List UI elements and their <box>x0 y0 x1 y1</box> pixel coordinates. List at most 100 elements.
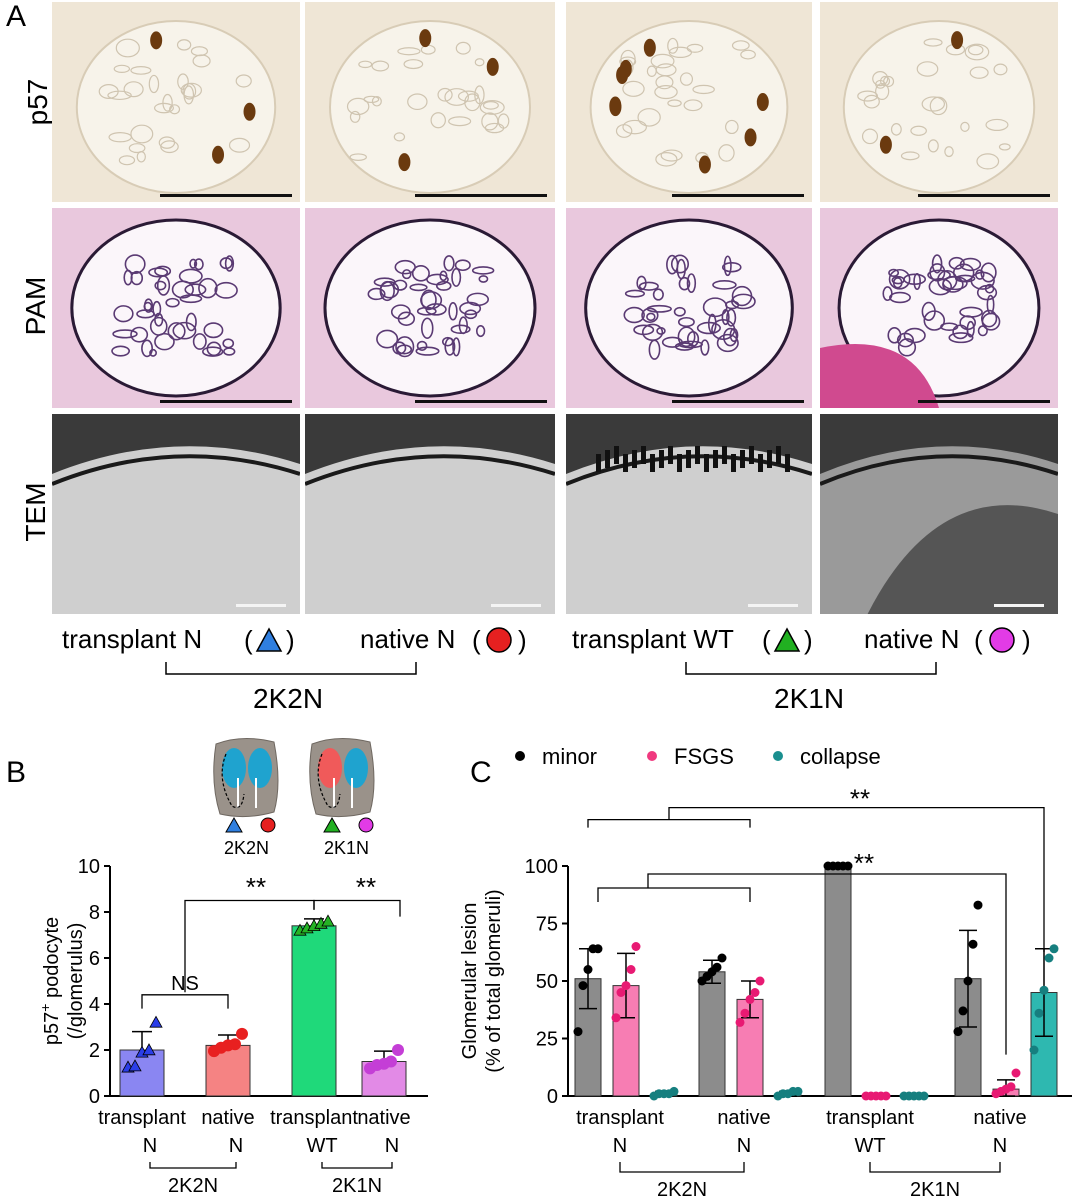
data-point <box>712 962 722 972</box>
group-label: 2K1N <box>332 1175 382 1196</box>
micrograph-pam-4 <box>820 208 1058 408</box>
legend-marker-transplant-wt: ( ) <box>762 625 812 655</box>
data-point <box>755 976 765 986</box>
y-tick-label: 10 <box>78 856 100 878</box>
kidney-schematics <box>213 738 375 833</box>
data-point <box>392 1044 404 1056</box>
y-axis-label: p57+ podocyte <box>37 917 63 1045</box>
data-point <box>843 861 853 871</box>
y-tick-label: 8 <box>89 902 100 924</box>
group-brackets-a <box>165 662 937 675</box>
x-tick-label: native <box>973 1107 1026 1129</box>
row-label-p57: p57 <box>22 78 53 126</box>
data-point <box>229 1038 241 1051</box>
data-point <box>616 988 626 997</box>
row-label-pam: PAM <box>20 276 51 336</box>
group-bracket <box>149 1162 237 1169</box>
panel-a-letter: A <box>6 0 27 33</box>
micrograph-pam-2 <box>305 208 555 408</box>
scale-bar <box>672 194 804 197</box>
x-tick-label: WT <box>306 1135 337 1157</box>
scale-bar <box>236 604 286 607</box>
x-tick-label: N <box>993 1135 1007 1157</box>
legend-label-transplant-wt: transplant WT <box>572 624 734 654</box>
legend-label: FSGS <box>674 744 734 769</box>
micrograph-tem-4 <box>820 414 1058 614</box>
sig-bracket <box>647 873 1007 1055</box>
x-tick-label: native <box>357 1107 410 1129</box>
legend-label: minor <box>542 744 597 769</box>
x-tick-label: native <box>717 1107 770 1129</box>
y-tick-label: 100 <box>525 856 558 878</box>
data-point <box>750 988 760 997</box>
svg-text:(: ( <box>472 625 481 655</box>
scale-bar <box>918 400 1050 403</box>
data-point <box>973 900 983 910</box>
schematic-marker-circle-magenta <box>358 817 374 833</box>
data-point <box>1029 1045 1039 1055</box>
x-tick-label: N <box>737 1135 751 1157</box>
group-label-2k2n: 2K2N <box>253 683 324 714</box>
micrograph-p57-1 <box>52 2 300 202</box>
y-tick-label: 75 <box>536 914 558 936</box>
data-point <box>583 965 593 974</box>
x-tick-label: N <box>143 1135 157 1157</box>
data-point <box>611 1013 621 1023</box>
bracket-2k1n <box>685 662 937 675</box>
schematic-marker-triangle-green <box>323 816 341 833</box>
micrograph-tem-1 <box>52 414 300 614</box>
micrograph-p57-2 <box>305 2 555 202</box>
data-point <box>1044 953 1054 963</box>
micrograph-p57-3 <box>566 2 812 202</box>
sig-bracket <box>597 887 751 902</box>
data-point <box>1049 944 1059 954</box>
data-point <box>621 981 631 991</box>
data-point <box>745 994 755 1004</box>
legend-label-native-n-2k1n: native N <box>864 624 960 654</box>
micrograph-pam-1 <box>52 208 300 408</box>
data-point <box>385 1055 397 1068</box>
y-tick-label: 6 <box>89 948 100 970</box>
sig-bracket <box>587 818 751 828</box>
scale-bar <box>748 604 798 607</box>
x-tick-label: WT <box>854 1135 885 1157</box>
data-point <box>953 1027 963 1037</box>
bar <box>291 925 337 1097</box>
scale-bar <box>160 400 292 403</box>
body-schematic-2k1n <box>309 738 375 818</box>
x-tick-label: transplant <box>576 1107 664 1129</box>
sig-label: ** <box>850 784 870 814</box>
bar <box>698 971 726 1097</box>
schematic-label-2k1n: 2K1N <box>324 838 370 858</box>
svg-text:(: ( <box>244 625 253 655</box>
data-point <box>968 939 978 949</box>
scale-bar <box>160 194 292 197</box>
data-point <box>573 1027 583 1037</box>
x-tick-label: N <box>613 1135 627 1157</box>
scale-bar <box>415 400 547 403</box>
scale-bar <box>918 194 1050 197</box>
y-axis-label-line2: (% of total glomeruli) <box>483 889 505 1072</box>
svg-text:(: ( <box>974 625 983 655</box>
row-label-tem: TEM <box>20 482 51 542</box>
group-label: 2K2N <box>168 1175 218 1196</box>
x-tick-label: transplant <box>270 1107 358 1129</box>
panel-b-letter: B <box>6 756 27 789</box>
data-point <box>1039 985 1049 995</box>
data-point <box>717 953 727 963</box>
data-point <box>963 976 973 986</box>
bar <box>824 865 852 1097</box>
data-point <box>1034 1008 1044 1018</box>
y-tick-label: 4 <box>89 994 100 1016</box>
y-tick-label: 25 <box>536 1029 558 1051</box>
chart-c: minor FSGS collapse 0 25 50 75 100 Glomerular le… <box>459 744 1072 1196</box>
data-point <box>236 1027 248 1040</box>
legend-marker-native-n-2k2n: ( ) <box>472 625 527 655</box>
data-point <box>669 1086 679 1096</box>
y-tick-label: 50 <box>536 971 558 993</box>
group-label: 2K1N <box>910 1179 960 1196</box>
data-point <box>958 1006 968 1016</box>
group-label-2k1n: 2K1N <box>774 683 845 714</box>
data-point <box>578 981 588 991</box>
schematic-marker-circle-red <box>260 817 276 833</box>
